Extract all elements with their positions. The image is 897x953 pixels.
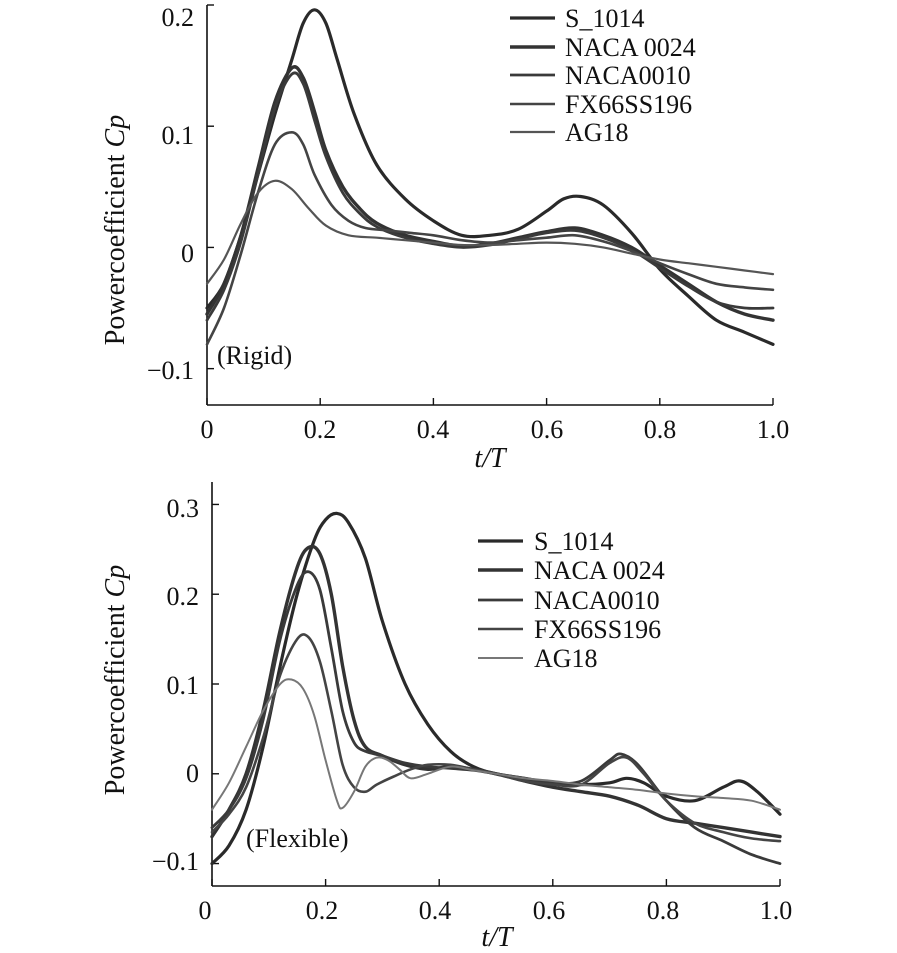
series-line-ag18	[211, 678, 781, 811]
y-axis-label-symbol: Cp	[100, 565, 131, 598]
y-axis-label-symbol: Cp	[100, 115, 131, 148]
y-tick-label: 0.1	[162, 121, 195, 150]
legend-label-naca0024: NACA 0024	[534, 556, 665, 585]
x-ticks: 0 0.2 0.4 0.6 0.8 1.0	[201, 398, 790, 444]
y-tick-label: 0.3	[167, 494, 200, 523]
x-tick-label: 0.4	[417, 415, 450, 444]
y-axis-label-text: Powercoefficient	[100, 147, 131, 345]
y-tick-label: 0.2	[167, 582, 200, 611]
x-tick-label: 0	[199, 896, 212, 925]
legend-label-s1014: S_1014	[534, 527, 613, 556]
legend-label-naca0010: NACA0010	[565, 61, 691, 90]
legend-label-naca0024: NACA 0024	[565, 33, 696, 62]
x-ticks: 0 0.2 0.4 0.6 0.8 1.0	[199, 879, 793, 925]
series-line-naca0024	[210, 544, 782, 839]
legend-label-fx66ss196: FX66SS196	[565, 90, 692, 119]
series-line-fx66ss196	[205, 131, 775, 346]
series-line-naca0010	[210, 570, 782, 865]
series-line-s1014	[210, 511, 782, 866]
condition-annotation: (Flexible)	[246, 824, 349, 853]
series-line-naca0024	[205, 65, 775, 322]
legend-label-naca0010: NACA0010	[534, 586, 660, 615]
legend-label-ag18: AG18	[565, 118, 629, 147]
series-line-ag18	[205, 179, 775, 285]
condition-annotation: (Rigid)	[217, 341, 292, 370]
legend: S_1014 NACA 0024 NACA0010 FX66SS196 AG18	[510, 4, 696, 147]
y-axis-label: Powercoefficient Cp	[100, 115, 131, 345]
y-ticks: −0.1 0 0.1 0.2 0.3	[152, 494, 219, 876]
y-axis-label: Powercoefficient Cp	[100, 565, 131, 795]
y-tick-label: 0	[181, 239, 194, 268]
chart-rigid: −0.1 0 0.1 0.2 0 0.2 0.4 0.6 0.8 1.0 t/T…	[100, 3, 789, 474]
x-tick-label: 0.2	[306, 896, 339, 925]
x-tick-label: 1.0	[757, 415, 790, 444]
x-tick-label: 0.4	[419, 896, 452, 925]
y-tick-label: 0	[186, 759, 199, 788]
y-axis-label-text: Powercoefficient	[100, 597, 131, 795]
y-tick-label: 0.1	[167, 671, 200, 700]
chart-flexible: −0.1 0 0.1 0.2 0.3 0 0.2 0.4 0.6 0.8 1.0…	[100, 482, 792, 953]
legend: S_1014 NACA 0024 NACA0010 FX66SS196 AG18	[478, 527, 665, 673]
legend-label-s1014: S_1014	[565, 4, 644, 33]
x-tick-label: 0.8	[644, 415, 677, 444]
y-tick-label: −0.1	[147, 356, 194, 385]
series-group	[205, 8, 775, 346]
x-tick-label: 0.6	[533, 896, 566, 925]
x-tick-label: 1.0	[760, 896, 793, 925]
x-tick-label: 0	[201, 415, 214, 444]
series-group	[210, 511, 782, 866]
x-axis-label: t/T	[474, 443, 508, 474]
x-tick-label: 0.2	[304, 415, 337, 444]
legend-label-fx66ss196: FX66SS196	[534, 615, 661, 644]
x-axis-label: t/T	[481, 922, 515, 953]
legend-label-ag18: AG18	[534, 644, 598, 673]
x-tick-label: 0.6	[531, 415, 564, 444]
series-line-fx66ss196	[210, 633, 782, 843]
y-ticks: −0.1 0 0.1 0.2	[147, 3, 214, 385]
y-tick-label: 0.2	[162, 3, 195, 32]
x-tick-label: 0.8	[647, 896, 680, 925]
y-tick-label: −0.1	[152, 847, 199, 876]
